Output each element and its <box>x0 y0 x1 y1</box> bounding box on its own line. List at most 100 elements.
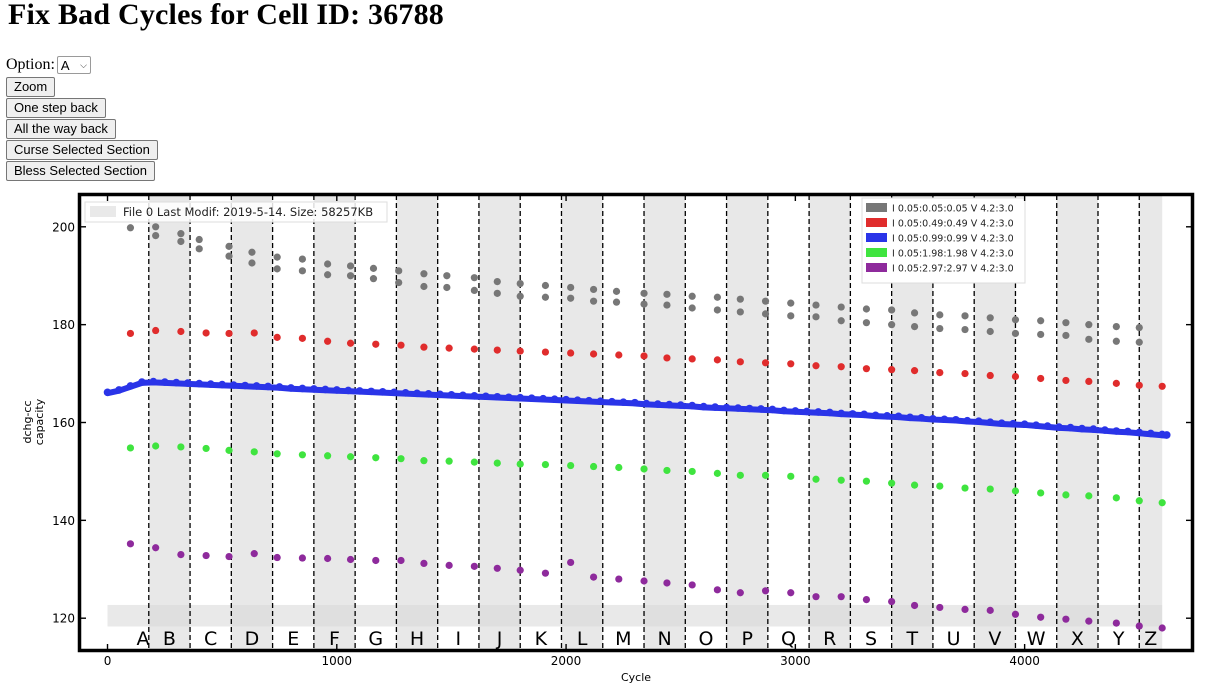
data-point <box>787 472 795 480</box>
option-label: Option: <box>6 56 55 73</box>
data-point <box>986 606 994 614</box>
data-point <box>1112 337 1120 345</box>
data-point <box>1011 610 1020 618</box>
data-point <box>1037 613 1045 621</box>
data-point <box>138 378 146 386</box>
data-point <box>482 392 490 401</box>
data-point <box>961 484 969 492</box>
section-letter: X <box>1071 628 1084 650</box>
data-point <box>493 392 502 401</box>
data-point <box>177 443 185 451</box>
shaded-section <box>644 195 686 650</box>
data-point <box>346 262 355 270</box>
data-point <box>812 475 820 483</box>
data-point <box>1078 424 1086 433</box>
data-point <box>413 389 421 398</box>
data-point <box>640 465 648 473</box>
data-point <box>1101 426 1109 434</box>
data-point <box>663 354 671 362</box>
data-point <box>1009 419 1017 428</box>
data-point <box>369 264 378 272</box>
data-point <box>812 593 820 601</box>
shaded-section <box>396 195 438 650</box>
legend-swatch <box>866 263 887 272</box>
data-point <box>567 283 575 292</box>
data-point <box>195 245 203 253</box>
data-point <box>986 314 994 322</box>
data-point <box>711 403 719 411</box>
data-point <box>713 306 721 314</box>
page-title: Fix Bad Cycles for Cell ID: 36788 <box>8 0 445 31</box>
data-point <box>436 390 444 399</box>
data-point <box>516 393 525 402</box>
data-point <box>1158 624 1166 632</box>
data-point <box>562 395 570 404</box>
data-point <box>676 401 685 409</box>
all-the-way-back-button[interactable]: All the way back <box>6 119 116 139</box>
one-step-back-button[interactable]: One step back <box>6 98 106 118</box>
data-point <box>936 482 944 490</box>
plot-frame <box>77 192 1195 653</box>
shaded-section <box>726 195 768 650</box>
data-point <box>126 540 135 548</box>
data-point <box>152 326 160 335</box>
data-point <box>1062 491 1070 499</box>
section-letter: Q <box>781 628 796 650</box>
data-point <box>126 329 135 338</box>
data-point <box>699 402 708 411</box>
x-tick-label: 3000 <box>780 654 811 668</box>
series-1 <box>126 223 1143 346</box>
data-point <box>589 573 598 581</box>
data-point <box>640 300 648 308</box>
y-axis-label-line2: capacity <box>33 398 46 445</box>
data-point <box>177 327 185 336</box>
x-tick-label: 1000 <box>322 654 353 668</box>
data-point <box>126 382 135 390</box>
data-point <box>642 399 651 408</box>
data-point <box>248 259 256 267</box>
data-point <box>1043 422 1052 430</box>
series-2 <box>126 326 1166 390</box>
shaded-section <box>809 195 851 650</box>
annotation-box <box>84 201 388 223</box>
bless-selected-section-button[interactable]: Bless Selected Section <box>6 161 155 181</box>
data-point <box>961 312 969 320</box>
data-point <box>1062 331 1070 340</box>
data-point <box>324 554 332 563</box>
section-letter: B <box>163 628 176 650</box>
data-point <box>812 313 820 321</box>
data-point <box>183 379 192 387</box>
data-point <box>615 463 623 472</box>
data-point <box>470 274 478 282</box>
section-letter: V <box>988 628 1001 650</box>
section-letter: M <box>615 628 631 650</box>
data-point <box>663 301 671 309</box>
data-point <box>443 272 451 280</box>
section-letter: G <box>368 628 383 650</box>
data-point <box>589 297 598 305</box>
data-point <box>736 589 744 597</box>
shaded-section <box>1139 195 1163 650</box>
data-point <box>516 460 524 468</box>
data-point <box>1011 372 1020 381</box>
data-point <box>640 352 648 360</box>
curse-selected-section-button[interactable]: Curse Selected Section <box>6 140 158 160</box>
data-point <box>961 605 969 613</box>
data-point <box>252 382 261 390</box>
data-point <box>1055 423 1063 431</box>
data-point <box>273 553 281 562</box>
plot-border <box>77 192 1195 653</box>
data-point <box>177 550 185 559</box>
data-point <box>567 349 575 357</box>
data-point <box>1112 379 1120 387</box>
data-point <box>888 479 896 487</box>
shaded-section <box>148 195 191 650</box>
zoom-button[interactable]: Zoom <box>6 77 56 97</box>
data-point <box>640 289 648 297</box>
y-axis-ticks: 120 140 160 180 200 <box>52 220 1192 626</box>
data-point <box>445 344 453 352</box>
data-point <box>1037 330 1045 339</box>
data-point <box>961 369 969 378</box>
option-select[interactable]: A ⌵ <box>56 56 91 74</box>
